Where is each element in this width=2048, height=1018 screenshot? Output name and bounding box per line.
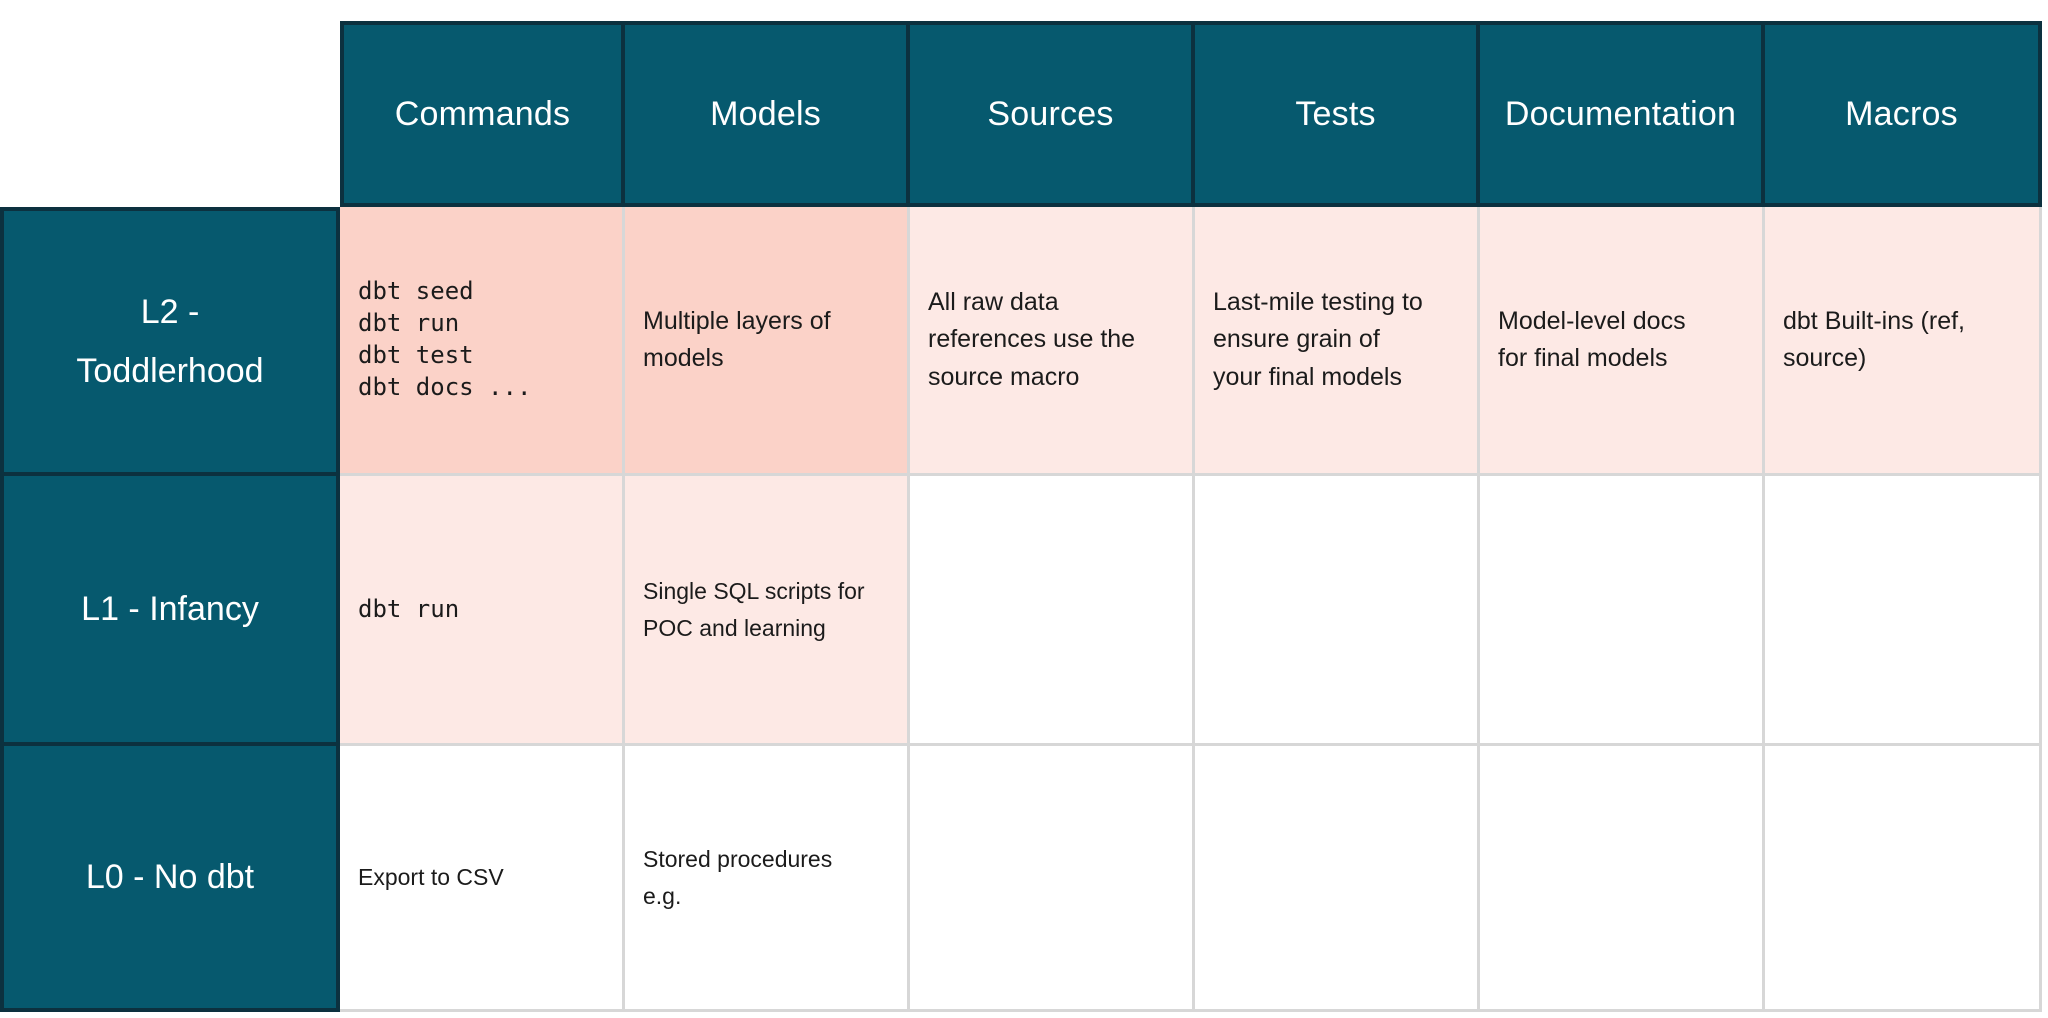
cell-l2-documentation: Model-level docs for final models [1480,207,1765,476]
cell-l2-models: Multiple layers of models [625,207,910,476]
cell-l2-tests: Last-mile testing to ensure grain of you… [1195,207,1480,476]
row-header-label: L1 - Infancy [81,589,259,628]
column-header-label: Macros [1845,94,1958,133]
cell-l0-models: Stored procedures e.g. [625,746,910,1012]
cell-l1-commands: dbt run [340,476,625,746]
column-header-label: Documentation [1504,94,1737,133]
column-header-tests: Tests [1195,21,1480,207]
row-header-l0-no-dbt: L0 - No dbt [0,746,340,1012]
cell-text: Export to CSV [358,864,504,891]
cell-l2-commands: dbt seed dbt run dbt test dbt docs ... [340,207,625,476]
cell-text: dbt Built-ins (ref, source) [1783,306,1966,373]
row-header-label: L2 - Toddlerhood [76,293,264,390]
column-header-sources: Sources [910,21,1195,207]
cell-l2-macros: dbt Built-ins (ref, source) [1765,207,2042,476]
cell-text: Model-level docs for final models [1498,306,1686,373]
cell-l1-tests [1195,476,1480,746]
cell-l0-macros [1765,746,2042,1012]
column-header-macros: Macros [1765,21,2042,207]
cell-text: Last-mile testing to ensure grain of you… [1213,287,1423,391]
column-header-label: Tests [1295,94,1376,133]
column-header-models: Models [625,21,910,207]
cell-text: Stored procedures e.g. [643,845,833,909]
column-header-label: Models [710,94,821,133]
column-header-commands: Commands [340,21,625,207]
row-header-l2-toddlerhood: L2 - Toddlerhood [0,207,340,476]
cell-text: dbt seed dbt run dbt test dbt docs ... [358,277,532,401]
cell-l1-macros [1765,476,2042,746]
cell-l0-commands: Export to CSV [340,746,625,1012]
column-header-documentation: Documentation [1480,21,1765,207]
cell-text: Single SQL scripts for POC and learning [643,577,865,641]
column-header-label: Commands [394,94,571,133]
row-header-label: L0 - No dbt [85,857,255,896]
row-header-l1-infancy: L1 - Infancy [0,476,340,746]
cell-l1-models: Single SQL scripts for POC and learning [625,476,910,746]
corner-cell [0,21,340,207]
cell-l1-sources [910,476,1195,746]
cell-l0-sources [910,746,1195,1012]
cell-l0-documentation [1480,746,1765,1012]
cell-l0-tests [1195,746,1480,1012]
cell-l2-sources: All raw data references use the source m… [910,207,1195,476]
column-header-label: Sources [987,94,1114,133]
cell-text: Multiple layers of models [643,306,831,373]
cell-text: dbt run [358,594,460,623]
cell-text: All raw data references use the source m… [928,287,1136,391]
cell-l1-documentation [1480,476,1765,746]
dbt-maturity-table: Commands Models Sources Tests Documentat… [0,21,2042,1012]
